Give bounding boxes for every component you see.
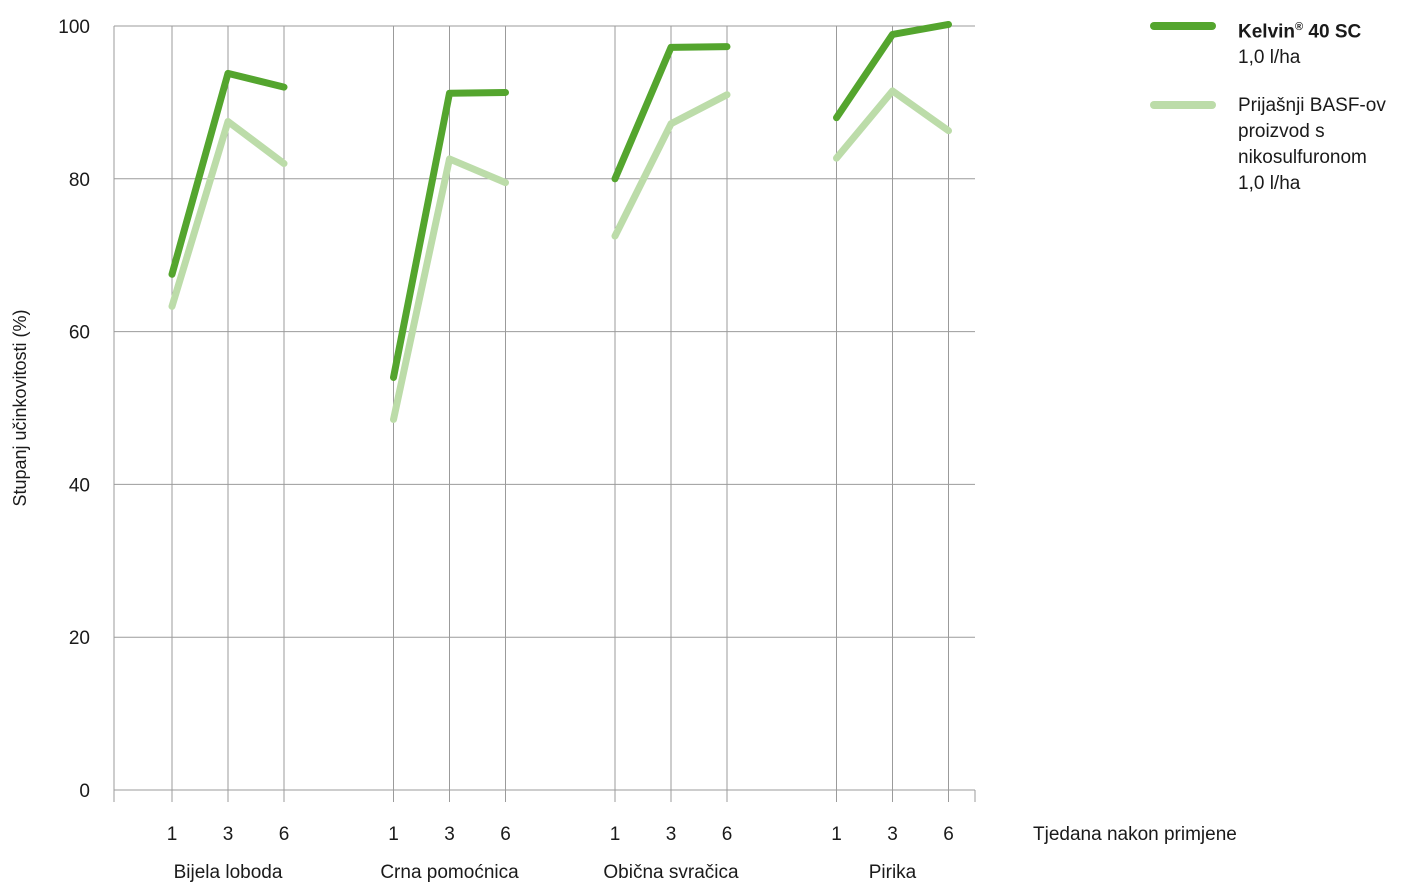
y-tick-label-0: 0 xyxy=(79,781,90,802)
x-tick-label-0-1: 3 xyxy=(223,824,234,845)
x-tick-label-2-0: 1 xyxy=(610,824,621,845)
legend-name-kelvin: Kelvin® 40 SC xyxy=(1238,21,1362,43)
legend: Kelvin® 40 SC 1,0 l/ha Prijašnji BASF-ov… xyxy=(1150,14,1410,219)
x-tick-label-1-0: 1 xyxy=(388,824,399,845)
x-tick-label-3-1: 3 xyxy=(887,824,898,845)
x-tick-label-2-2: 6 xyxy=(722,824,733,845)
group-label-1: Crna pomoćnica xyxy=(380,862,519,882)
y-tick-label-20: 20 xyxy=(69,628,90,649)
y-tick-label-40: 40 xyxy=(69,475,90,496)
x-tick-label-1-2: 6 xyxy=(500,824,511,845)
y-tick-label-80: 80 xyxy=(69,170,90,191)
x-tick-label-3-0: 1 xyxy=(831,824,842,845)
x-tick-label-0-0: 1 xyxy=(167,824,178,845)
series-lines xyxy=(168,20,952,423)
legend-dose-kelvin: 1,0 l/ha xyxy=(1238,47,1301,69)
x-tick-label-2-1: 3 xyxy=(666,824,677,845)
legend-swatch-previous-product xyxy=(1150,101,1216,110)
group-label-0: Bijela loboda xyxy=(174,862,283,882)
legend-item-previous-product: Prijašnji BASF-ov proizvod s nikosulfuro… xyxy=(1150,93,1410,197)
group-label-3: Pirika xyxy=(869,862,917,882)
x-tick-label-0-2: 6 xyxy=(279,824,290,845)
legend-name-previous-product: Prijašnji BASF-ov proizvod s nikosulfuro… xyxy=(1238,95,1386,169)
x-tick-label-3-2: 6 xyxy=(943,824,954,845)
grid xyxy=(114,25,976,802)
x-axis-unit-label: Tjedana nakon primjene xyxy=(1033,824,1237,845)
legend-dose-previous-product: 1,0 l/ha xyxy=(1238,173,1301,195)
legend-swatch-kelvin xyxy=(1150,22,1216,30)
y-axis: 0 20 40 60 80 100 xyxy=(58,17,115,802)
legend-item-kelvin: Kelvin® 40 SC 1,0 l/ha xyxy=(1150,14,1410,71)
y-tick-label-100: 100 xyxy=(58,17,90,38)
y-tick-label-60: 60 xyxy=(69,323,90,344)
group-label-2: Obična svračica xyxy=(603,862,739,882)
x-tick-label-1-1: 3 xyxy=(444,824,455,845)
x-axis: 1 3 6 Bijela loboda 1 3 6 Crna pomoćnica 1 3 6 Obič… xyxy=(167,824,954,882)
y-axis-label: Stupanj učinkovitosti (%) xyxy=(10,309,30,506)
